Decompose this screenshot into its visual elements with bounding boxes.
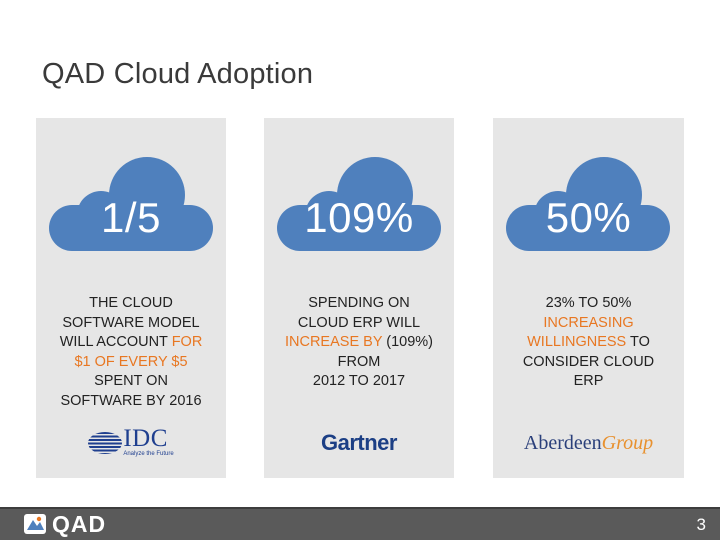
description-line: INCREASE BY (109%) — [270, 333, 448, 353]
description-text: FROM — [337, 353, 381, 370]
idc-wordmark: IDC — [123, 425, 168, 452]
description-line: CONSIDER CLOUD — [499, 353, 678, 373]
gartner-logo: Gartner — [264, 423, 454, 463]
description-line: WILLINGNESS TO — [499, 333, 678, 353]
stat-card-idc: 1/5 THE CLOUD SOFTWARE MODEL WILL ACCOUNT … — [36, 118, 226, 478]
description-text: WILL ACCOUNT — [59, 334, 172, 350]
highlighted-text: WILLINGNESS — [527, 334, 627, 350]
aberdeen-group-word: Group — [601, 431, 654, 454]
description-line: CLOUD ERP WILL — [270, 314, 448, 334]
cloud-icon — [49, 153, 213, 251]
highlighted-text: FOR — [171, 334, 203, 350]
description-line: 23% TO 50% — [499, 294, 678, 314]
qad-logo-icon — [24, 514, 46, 534]
description-text: THE CLOUD — [89, 295, 173, 311]
description-text: (109%) — [382, 334, 434, 350]
description-text: SOFTWARE MODEL — [62, 314, 200, 331]
description-line: SOFTWARE MODEL — [42, 314, 220, 334]
description-text: SPENT ON — [94, 373, 168, 389]
idc-globe-icon — [88, 432, 123, 454]
stat-card-aberdeen: 50% 23% TO 50% INCREASING WILLINGNESS TO CO… — [493, 118, 684, 478]
cloud-icon — [277, 153, 441, 251]
stat-description: 23% TO 50% INCREASING WILLINGNESS TO CONSID… — [499, 294, 678, 392]
description-text: TO — [626, 334, 650, 350]
description-line: WILL ACCOUNT FOR — [42, 333, 220, 353]
slide-title: QAD Cloud Adoption — [42, 58, 314, 90]
description-text: CLOUD ERP WILL — [297, 314, 421, 331]
aberdeen-wordmark: AberdeenGroup — [524, 432, 653, 455]
idc-logo: IDC Analyze the Future — [36, 423, 226, 463]
description-line: ERP — [499, 372, 678, 392]
description-line: SOFTWARE BY 2016 — [42, 392, 220, 412]
stat-description: THE CLOUD SOFTWARE MODEL WILL ACCOUNT FOR $… — [42, 294, 220, 411]
description-text: ERP — [573, 373, 604, 389]
highlighted-text: INCREASING — [543, 314, 634, 331]
stat-description: SPENDING ON CLOUD ERP WILL INCREASE BY (10… — [270, 294, 448, 392]
description-text: SOFTWARE BY 2016 — [60, 392, 202, 409]
description-text: 2012 TO 2017 — [312, 373, 406, 389]
description-line: THE CLOUD — [42, 294, 220, 314]
highlighted-text: $1 OF EVERY $5 — [74, 353, 188, 370]
aberdeen-word: Aberdeen — [523, 431, 602, 454]
description-text: SPENDING ON — [308, 295, 410, 311]
description-line: SPENDING ON — [270, 294, 448, 314]
description-line: $1 OF EVERY $5 — [42, 353, 220, 373]
description-line: SPENT ON — [42, 372, 220, 392]
stat-value: 109% — [304, 194, 414, 241]
gartner-wordmark: Gartner — [321, 430, 397, 455]
stat-value: 50% — [545, 194, 632, 241]
stat-card-gartner: 109% SPENDING ON CLOUD ERP WILL INCREASE B… — [264, 118, 454, 478]
footer-bar: QAD 3 — [0, 507, 720, 540]
stat-value: 1/5 — [101, 194, 161, 241]
description-text: 23% TO 50% — [545, 295, 632, 311]
cloud-icon — [506, 153, 670, 251]
description-line: INCREASING — [499, 314, 678, 334]
footer-divider — [0, 507, 720, 509]
description-line: FROM — [270, 353, 448, 373]
qad-wordmark: QAD — [52, 511, 107, 537]
highlighted-text: INCREASE BY — [284, 334, 383, 350]
aberdeen-logo: AberdeenGroup — [493, 423, 684, 463]
page-number: 3 — [696, 515, 706, 534]
description-text: CONSIDER CLOUD — [522, 353, 655, 370]
description-line: 2012 TO 2017 — [270, 372, 448, 392]
idc-tagline: Analyze the Future — [123, 451, 174, 457]
